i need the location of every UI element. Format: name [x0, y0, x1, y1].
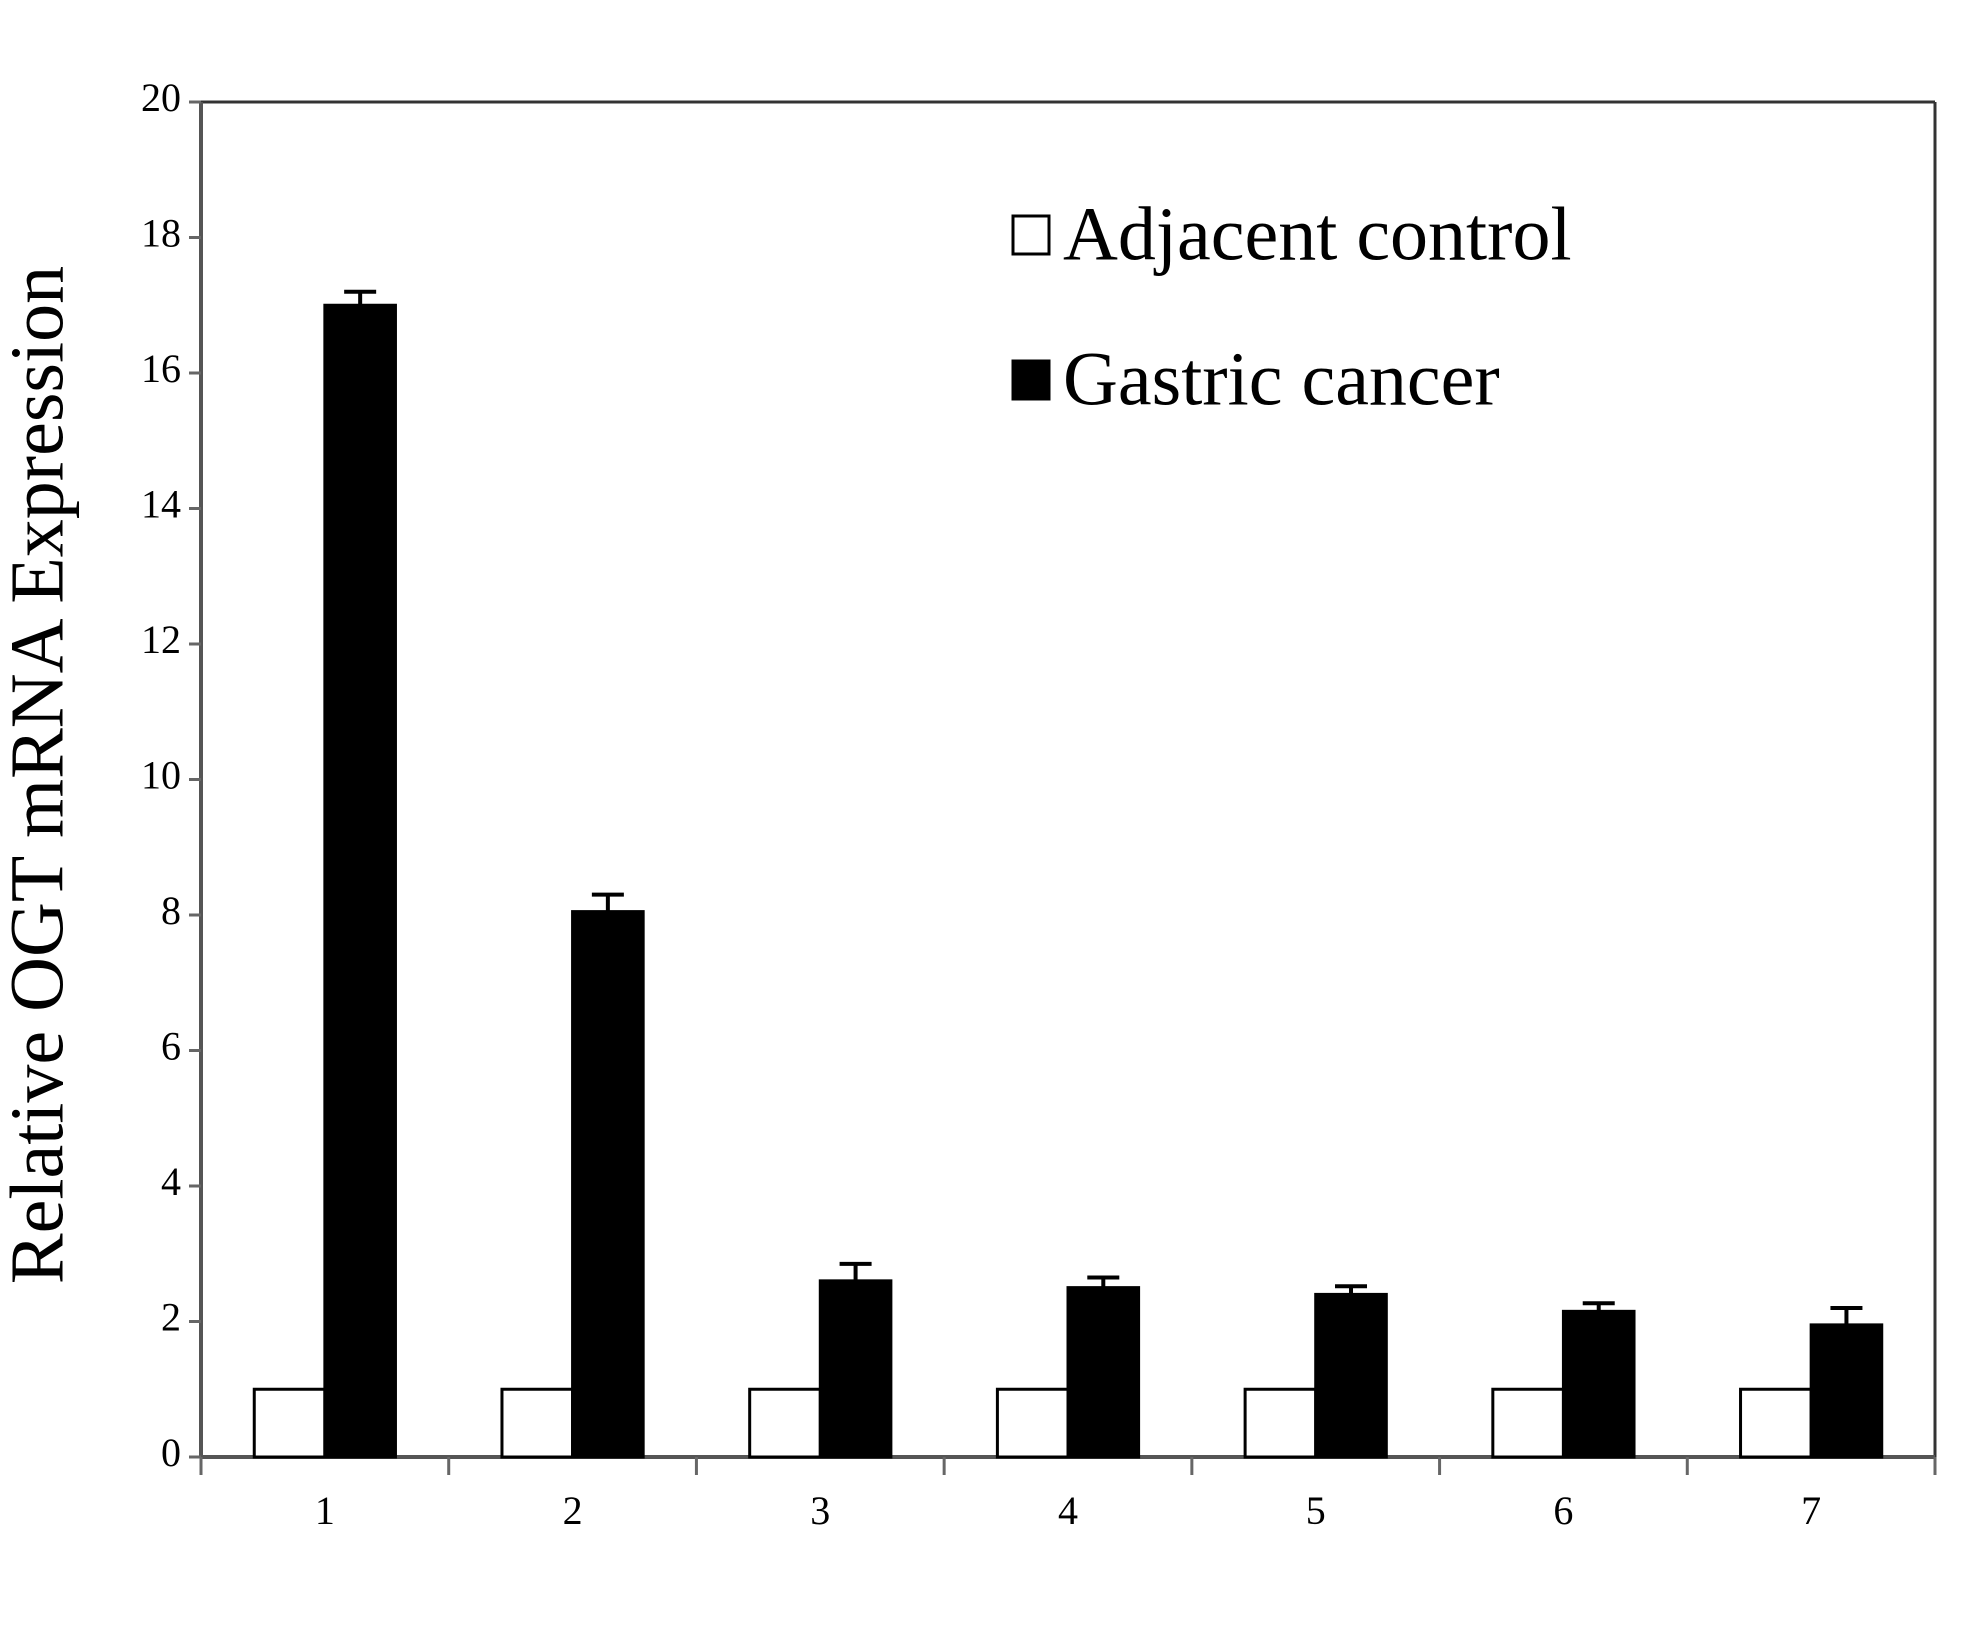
- bar: [1561, 1309, 1636, 1459]
- x-tick-label: 1: [315, 1488, 335, 1533]
- bar: [1314, 1292, 1388, 1459]
- x-tick-label: 5: [1306, 1488, 1326, 1533]
- x-tick-label: 6: [1553, 1488, 1573, 1533]
- bar: [1243, 1387, 1318, 1459]
- x-tick-label: 4: [1058, 1488, 1078, 1533]
- y-tick-label: 20: [141, 75, 181, 120]
- y-tick-label: 14: [141, 482, 181, 527]
- bar: [995, 1387, 1070, 1459]
- y-tick-label: 10: [141, 753, 181, 798]
- bar: [818, 1279, 893, 1459]
- y-tick-label: 4: [161, 1159, 181, 1204]
- bar: [1066, 1286, 1141, 1459]
- error-bar: [1830, 1305, 1863, 1325]
- error-bar: [839, 1261, 872, 1281]
- bar: [571, 910, 645, 1459]
- error-bar: [591, 892, 624, 912]
- legend-swatch: [1011, 359, 1051, 401]
- y-tick-label: 2: [161, 1295, 181, 1340]
- legend-swatch: [1011, 214, 1051, 256]
- y-tick-label: 6: [161, 1024, 181, 1069]
- y-tick-label: 18: [141, 211, 181, 256]
- bar: [1739, 1387, 1813, 1459]
- x-tick-label: 2: [563, 1488, 583, 1533]
- x-tick-label: 7: [1801, 1488, 1821, 1533]
- bar: [252, 1387, 327, 1459]
- bar: [500, 1387, 575, 1459]
- error-bar: [1335, 1284, 1368, 1295]
- error-bar: [1087, 1275, 1120, 1288]
- y-tick-label: 12: [141, 617, 181, 662]
- bar: [748, 1387, 822, 1459]
- y-tick-label: 16: [141, 346, 181, 391]
- bar: [1491, 1387, 1565, 1459]
- bar: [323, 303, 397, 1459]
- x-tick-label: 3: [810, 1488, 830, 1533]
- y-tick-label: 8: [161, 888, 181, 933]
- legend-label: Gastric cancer: [1063, 337, 1500, 421]
- y-axis-label: Relative OGT mRNA Expression: [0, 266, 79, 1284]
- y-tick-label: 0: [161, 1430, 181, 1475]
- legend-label: Adjacent control: [1063, 192, 1572, 276]
- bar: [1809, 1323, 1884, 1459]
- error-bar: [344, 289, 377, 306]
- error-bar: [1582, 1301, 1615, 1312]
